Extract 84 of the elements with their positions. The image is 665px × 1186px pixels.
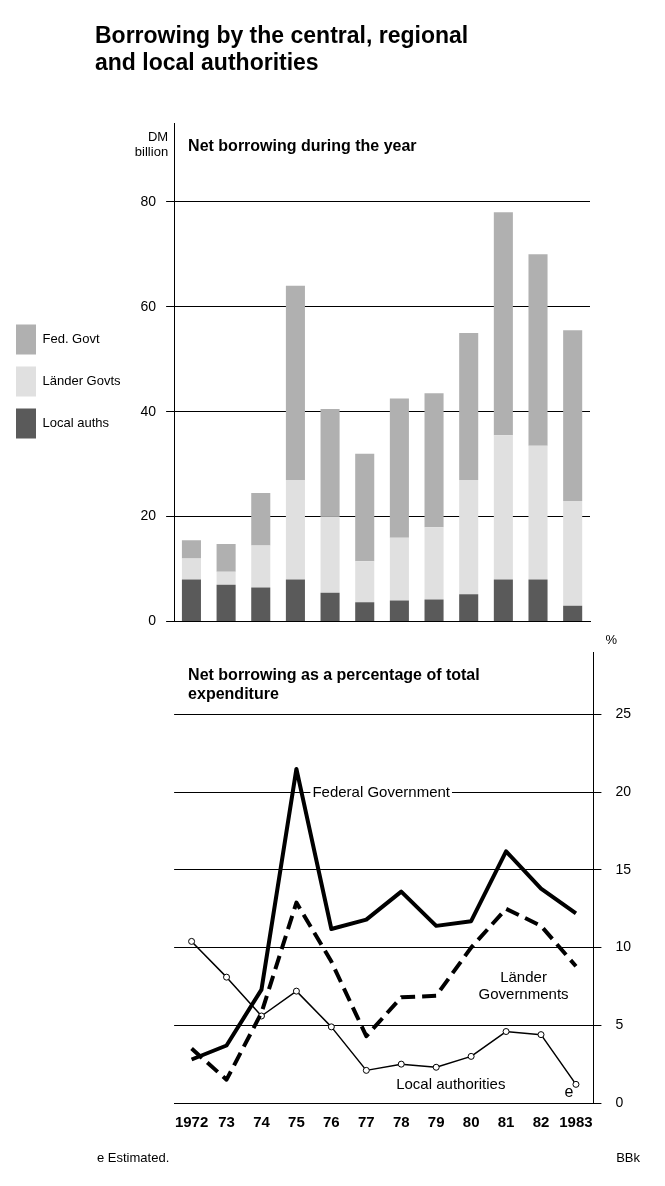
bar: [424, 393, 444, 528]
y-axis-title: DM billion: [134, 129, 169, 159]
bar: [459, 594, 479, 622]
bar: [424, 527, 444, 600]
series-label: Local authorities: [396, 1075, 506, 1093]
bar: [216, 571, 236, 585]
bar: [285, 579, 305, 622]
y-tick-label: 40: [140, 402, 157, 419]
point: [397, 1060, 405, 1068]
bar: [459, 479, 479, 595]
bar: [181, 540, 201, 559]
bar: [528, 445, 548, 580]
point: [223, 973, 231, 981]
legend-label: Local auths: [42, 415, 110, 431]
series-label: Länder Governments: [478, 967, 569, 1002]
point: [502, 1028, 510, 1036]
bar: [181, 558, 201, 580]
point: [467, 1052, 475, 1060]
chart-title: Borrowing by the central, regional and local authorities: [95, 22, 470, 76]
y2-tick-label: 0: [615, 1093, 624, 1110]
x-tick-label: 78: [392, 1113, 410, 1131]
bar: [355, 561, 375, 603]
annotation: e: [564, 1083, 574, 1100]
point: [327, 1023, 335, 1031]
legend-label: Fed. Govt: [42, 331, 100, 347]
bar: [251, 545, 271, 588]
y2-tick-label: 20: [615, 783, 632, 800]
bar: [320, 409, 340, 517]
series-label: Federal Government: [312, 783, 451, 801]
bar: [251, 587, 271, 622]
y-tick-label: 0: [148, 612, 157, 629]
text: Net borrowing during the year: [188, 137, 417, 154]
x-tick-label: 73: [218, 1113, 235, 1131]
x-tick-label: 1972: [174, 1113, 209, 1131]
bar: [389, 600, 409, 622]
x-tick-label: 77: [357, 1113, 375, 1131]
bar: [528, 579, 548, 622]
point: [432, 1063, 440, 1071]
y-tick-label: 20: [140, 507, 157, 524]
bar: [355, 602, 375, 622]
y2-tick-label: 10: [615, 938, 632, 955]
y2-tick-label: 25: [615, 705, 632, 722]
text: BBk: [616, 1150, 640, 1165]
y2-tick-label: 5: [615, 1016, 624, 1033]
bar: [563, 330, 583, 501]
bar: [320, 592, 340, 622]
point: [292, 987, 300, 995]
text: Net borrowing as a percentage of total expenditure: [188, 666, 480, 703]
bar: [251, 493, 271, 546]
x-tick-label: 80: [462, 1113, 480, 1131]
bar: [181, 579, 201, 622]
bar: [528, 254, 548, 446]
bar: [563, 605, 583, 622]
point: [537, 1031, 545, 1039]
bar: [285, 479, 305, 580]
bar: [424, 599, 444, 622]
bar: [389, 398, 409, 538]
bar: [493, 435, 513, 580]
legend-label: Länder Govts: [42, 373, 122, 389]
y2-axis-title: %: [605, 632, 618, 648]
bar: [459, 332, 479, 480]
y2-tick-label: 15: [615, 860, 632, 877]
bar: [355, 453, 375, 562]
x-tick-label: 76: [323, 1113, 340, 1131]
point: [188, 937, 196, 945]
x-tick-label: 1983: [559, 1113, 593, 1131]
x-tick-label: 81: [497, 1113, 515, 1131]
bar: [389, 537, 409, 601]
text: e Estimated.: [97, 1150, 170, 1165]
x-tick-label: 74: [253, 1113, 271, 1131]
bar: [216, 584, 236, 622]
y-tick-label: 60: [140, 297, 157, 314]
bar: [563, 500, 583, 606]
bar: [320, 516, 340, 593]
y-tick-label: 80: [140, 192, 157, 209]
x-tick-label: 79: [427, 1113, 445, 1131]
bar: [493, 212, 513, 436]
x-tick-label: 82: [532, 1113, 550, 1131]
point: [572, 1080, 580, 1088]
x-tick-label: 75: [288, 1113, 305, 1131]
point: [362, 1066, 370, 1074]
bar: [216, 543, 236, 572]
bar: [285, 285, 305, 480]
bar: [493, 579, 513, 622]
